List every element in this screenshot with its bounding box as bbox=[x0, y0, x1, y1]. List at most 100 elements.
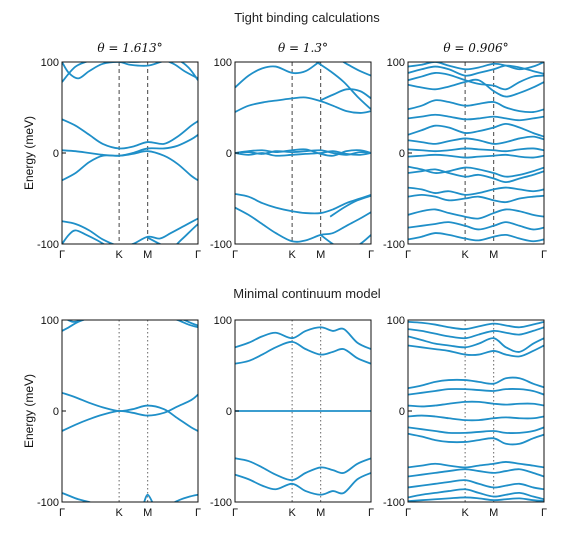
y-tick-label: -100 bbox=[383, 497, 405, 509]
band-line-16 bbox=[408, 232, 544, 243]
panel-title: θ = 1.613° bbox=[97, 41, 162, 55]
y-tick-label: 100 bbox=[41, 315, 59, 327]
band-line-14 bbox=[408, 208, 544, 220]
x-tick-label: M bbox=[316, 507, 325, 519]
y-tick-label: 100 bbox=[387, 315, 405, 327]
panel-title: θ = 1.3° bbox=[278, 41, 328, 55]
y-tick-label: -100 bbox=[210, 497, 232, 509]
x-tick-label: K bbox=[115, 507, 123, 519]
y-tick-label: 0 bbox=[53, 406, 59, 418]
band-line-0 bbox=[235, 62, 371, 89]
x-tick-label: Γ bbox=[541, 249, 547, 261]
band-line-3 bbox=[182, 320, 198, 327]
x-tick-label: Γ bbox=[541, 507, 547, 519]
band-line-10 bbox=[408, 165, 544, 178]
x-tick-label: M bbox=[316, 249, 325, 261]
x-tick-label: M bbox=[489, 507, 498, 519]
x-tick-label: M bbox=[143, 249, 152, 261]
bands bbox=[62, 62, 198, 244]
band-line-1 bbox=[66, 320, 85, 323]
band-line-3 bbox=[62, 149, 198, 182]
band-line-7 bbox=[408, 414, 544, 422]
band-line-4 bbox=[408, 99, 544, 114]
y-axis-label: Energy (meV) bbox=[22, 374, 36, 448]
section-title-tight-binding: Tight binding calculations bbox=[234, 10, 380, 25]
band-line-6 bbox=[408, 400, 544, 408]
y-axis-label: Energy (meV) bbox=[22, 116, 36, 190]
band-line-0 bbox=[62, 62, 198, 83]
band-line-4 bbox=[235, 472, 371, 496]
band-line-8 bbox=[408, 426, 544, 434]
band-line-12 bbox=[408, 186, 544, 196]
band-line-4 bbox=[62, 391, 198, 432]
bands bbox=[235, 62, 371, 244]
band-line-5 bbox=[62, 217, 198, 244]
y-tick-label: 0 bbox=[226, 148, 232, 160]
band-line-7 bbox=[235, 193, 371, 215]
band-line-9 bbox=[408, 153, 544, 159]
x-tick-label: K bbox=[461, 249, 469, 261]
band-line-1 bbox=[235, 96, 371, 114]
x-tick-label: K bbox=[461, 507, 469, 519]
y-tick-label: -100 bbox=[210, 239, 232, 251]
y-tick-label: -100 bbox=[37, 497, 59, 509]
band-line-3 bbox=[316, 62, 371, 110]
band-line-10 bbox=[408, 461, 544, 469]
band-line-9 bbox=[320, 234, 371, 244]
band-line-4 bbox=[62, 134, 198, 182]
band-line-2 bbox=[408, 71, 544, 91]
band-line-9 bbox=[408, 432, 544, 446]
x-tick-label: Γ bbox=[368, 249, 374, 261]
x-tick-label: Γ bbox=[405, 249, 411, 261]
axes-frame bbox=[407, 319, 545, 503]
band-line-5 bbox=[235, 150, 371, 157]
band-line-11 bbox=[408, 168, 544, 184]
y-tick-label: 0 bbox=[53, 148, 59, 160]
bands bbox=[235, 326, 371, 496]
band-line-0 bbox=[408, 320, 544, 331]
band-line-13 bbox=[408, 488, 544, 501]
y-tick-label: 0 bbox=[399, 148, 405, 160]
band-line-1 bbox=[62, 62, 198, 81]
band-line-6 bbox=[62, 492, 93, 502]
band-line-13 bbox=[408, 193, 544, 204]
y-tick-label: 100 bbox=[214, 57, 232, 69]
band-line-0 bbox=[62, 320, 86, 332]
band-line-11 bbox=[408, 468, 544, 478]
band-line-15 bbox=[408, 221, 544, 231]
band-line-5 bbox=[408, 113, 544, 122]
band-line-2 bbox=[320, 88, 371, 102]
band-line-3 bbox=[408, 344, 544, 358]
band-line-12 bbox=[408, 479, 544, 491]
band-line-3 bbox=[235, 457, 371, 482]
x-tick-label: Γ bbox=[195, 507, 201, 519]
band-line-0 bbox=[235, 326, 371, 350]
band-line-1 bbox=[235, 340, 371, 365]
band-line-7 bbox=[143, 493, 154, 502]
panel-title: θ = 0.906° bbox=[443, 41, 508, 55]
band-line-4 bbox=[408, 376, 544, 390]
band-line-14 bbox=[408, 496, 544, 502]
band-line-6 bbox=[408, 122, 544, 138]
band-line-7 bbox=[408, 135, 544, 145]
band-line-5 bbox=[62, 393, 198, 432]
x-tick-label: Γ bbox=[368, 507, 374, 519]
y-tick-label: -100 bbox=[383, 239, 405, 251]
band-line-3 bbox=[408, 78, 544, 98]
band-line-2 bbox=[62, 118, 198, 150]
band-line-8 bbox=[235, 206, 371, 243]
x-tick-label: Γ bbox=[232, 507, 238, 519]
band-line-10 bbox=[329, 194, 371, 218]
band-line-5 bbox=[408, 388, 544, 396]
band-line-8 bbox=[173, 493, 198, 502]
axes-frame bbox=[61, 319, 199, 503]
x-tick-label: Γ bbox=[195, 249, 201, 261]
band-line-8 bbox=[408, 147, 544, 153]
y-tick-label: -100 bbox=[37, 239, 59, 251]
